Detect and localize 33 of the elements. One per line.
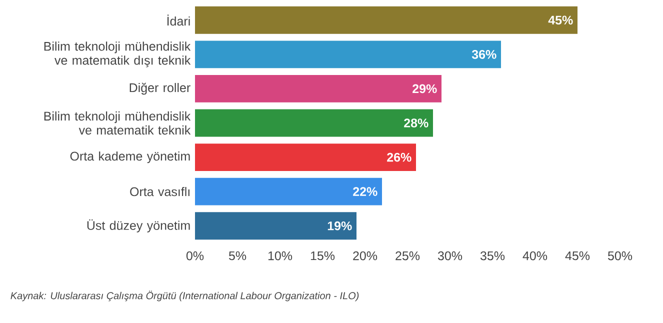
x-tick-label: 25% [396, 251, 420, 260]
y-tick-label: Orta vasıflı [130, 186, 190, 196]
y-tick-label: Bilim teknoloji mühendislik ve matematik teknik [44, 111, 191, 135]
x-tick-label: 45% [565, 251, 590, 260]
y-tick-label: Diğer roller [130, 82, 190, 95]
x-tick-label: 50% [608, 251, 632, 260]
bar [195, 212, 356, 240]
data-label: 29% [412, 84, 437, 94]
y-tick-label: Üst düzey yönetim [87, 219, 190, 232]
x-tick-label: 30% [438, 251, 462, 260]
x-tick-label: 40% [522, 251, 548, 260]
x-tick-label: 10% [268, 251, 292, 260]
data-label: 22% [353, 187, 378, 196]
x-tick-label: 35% [480, 251, 505, 260]
x-tick-label: 5% [228, 251, 246, 260]
y-tick-label: İdari [167, 14, 190, 26]
data-label: 28% [404, 118, 428, 128]
bar [195, 75, 442, 102]
bar [195, 40, 501, 68]
data-label: 19% [328, 221, 352, 230]
bar [195, 178, 382, 206]
data-label: 45% [548, 16, 573, 25]
x-tick-label: 0% [186, 251, 204, 260]
text: Kaynak: Uluslararası Çalışma Örgütü (International Labour Organization - ILO) [10, 290, 359, 302]
bar [195, 109, 433, 137]
y-tick-label: Bilim teknoloji mühendislik ve matematik dışı teknik [44, 42, 191, 68]
bar [195, 144, 416, 172]
data-label: 26% [387, 152, 412, 162]
bar [195, 6, 578, 34]
x-tick-label: 15% [310, 251, 335, 260]
y-tick-label: Orta kademe yönetim [70, 151, 190, 164]
x-tick-label: 20% [353, 251, 378, 260]
data-label: 36% [472, 50, 496, 59]
